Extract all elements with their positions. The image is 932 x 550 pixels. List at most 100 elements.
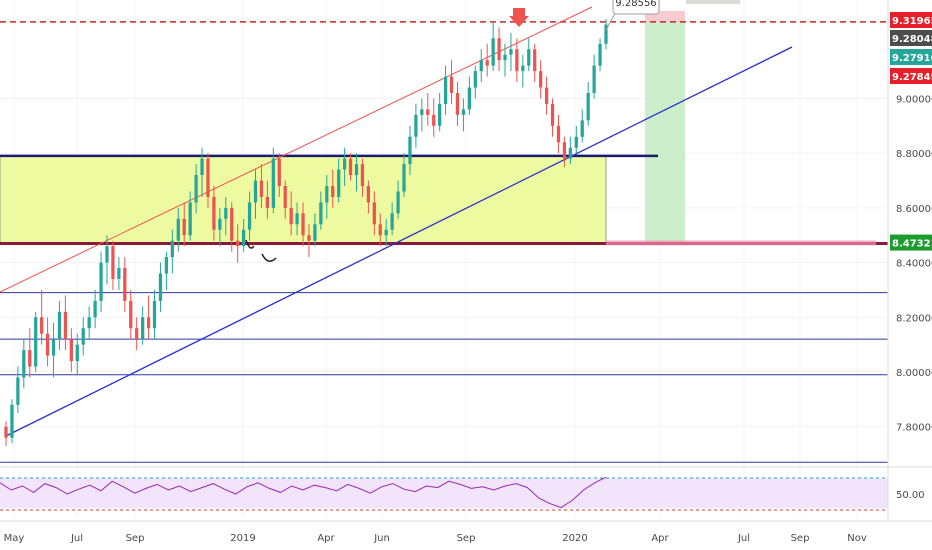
x-tick-label: Apr (317, 533, 335, 544)
candle-body (467, 87, 471, 110)
candle-body (129, 300, 133, 329)
candle-body (271, 158, 275, 208)
price-tag-label: 9.31965 (892, 16, 932, 27)
callout-stub (686, 0, 740, 4)
candle-body (28, 350, 32, 367)
marker-layer: 9.28556 (245, 0, 740, 262)
lower-trend-line (5, 46, 793, 437)
candle-body (141, 317, 145, 340)
candle-body (75, 344, 79, 362)
candle-body (22, 350, 26, 378)
level-band (606, 240, 876, 246)
candle-body (313, 224, 317, 241)
candle-body (372, 202, 376, 225)
price-callout-box (612, 0, 660, 15)
curved-arrow-marker (261, 253, 277, 262)
candle-body (479, 60, 483, 72)
rsi-band-fill (0, 478, 888, 508)
candle-body (277, 158, 281, 186)
candle-body (117, 268, 121, 279)
x-tick-label: Apr (651, 533, 669, 544)
candle-body (331, 186, 335, 197)
x-tick-label: Sep (126, 533, 145, 544)
price-tag (890, 49, 932, 65)
candle-body (253, 180, 258, 203)
candle-body (384, 229, 388, 236)
candle-body (509, 49, 513, 55)
candle-body (337, 169, 341, 197)
target-box (645, 21, 685, 244)
candle-body (16, 377, 20, 405)
candle-body (45, 333, 50, 356)
price-tag (890, 68, 932, 84)
candle-body (533, 49, 537, 72)
candle-layer (4, 19, 608, 446)
candle-body (325, 186, 329, 203)
candle-body (497, 38, 501, 61)
rsi-line (0, 476, 607, 509)
candle-body (247, 202, 252, 230)
candle-body (81, 328, 85, 345)
candle-body (111, 246, 115, 279)
candle-body (556, 125, 561, 143)
candle-body (426, 109, 430, 115)
candle-body (283, 186, 287, 208)
candle-body (224, 207, 228, 219)
candle-body (408, 136, 412, 165)
candle-body (10, 404, 14, 438)
curved-arrow-marker (245, 239, 255, 249)
y-tick-label: 8.20000 (896, 313, 932, 324)
candle-body (265, 196, 270, 208)
x-tick-label: Nov (847, 533, 867, 544)
candle-body (63, 311, 68, 340)
candle-body (366, 186, 371, 203)
candle-body (414, 114, 418, 137)
x-tick-label: Jun (373, 533, 390, 544)
candle-body (188, 202, 192, 236)
candle-body (40, 317, 44, 334)
candle-body (289, 207, 293, 225)
rsi-pane: 50.00 (0, 476, 925, 511)
candle-body (491, 38, 495, 66)
candle-body (158, 273, 163, 301)
stop-box (645, 10, 685, 22)
candle-body (123, 268, 127, 301)
candle-body (230, 207, 234, 241)
y-tick-label: 7.80000 (896, 423, 932, 434)
candle-body (236, 240, 240, 247)
candle-body (87, 317, 91, 329)
candle-body (164, 257, 169, 274)
price-callout-label: 9.28556 (615, 0, 656, 9)
candle-body (438, 103, 442, 126)
candle-body (319, 202, 323, 225)
candle-body (342, 158, 347, 170)
candle-body (182, 218, 186, 236)
candle-body (354, 164, 359, 176)
price-tag (890, 12, 932, 28)
price-tag (890, 234, 932, 251)
candle-body (170, 240, 174, 258)
x-tick-label: 2020 (562, 533, 587, 544)
rsi-tick-label: 50.00 (896, 490, 925, 501)
y-tick-label: 8.60000 (896, 204, 932, 215)
y-tick-label: 9.00000 (896, 94, 932, 105)
candle-body (515, 49, 519, 72)
candle-body (93, 300, 97, 318)
candle-body (586, 93, 590, 121)
candle-body (176, 218, 180, 241)
candle-body (568, 147, 572, 159)
candle-body (259, 180, 264, 197)
candle-body (455, 93, 460, 115)
candle-body (562, 142, 567, 159)
candle-body (432, 114, 436, 126)
y-tick-label: 8.80000 (896, 149, 932, 160)
candle-body (396, 191, 400, 214)
candle-body (449, 76, 454, 93)
candle-body (580, 120, 584, 137)
candle-body (218, 218, 222, 230)
candle-body (521, 65, 525, 72)
y-tick-label: 8.00000 (896, 368, 932, 379)
candle-body (420, 109, 424, 115)
